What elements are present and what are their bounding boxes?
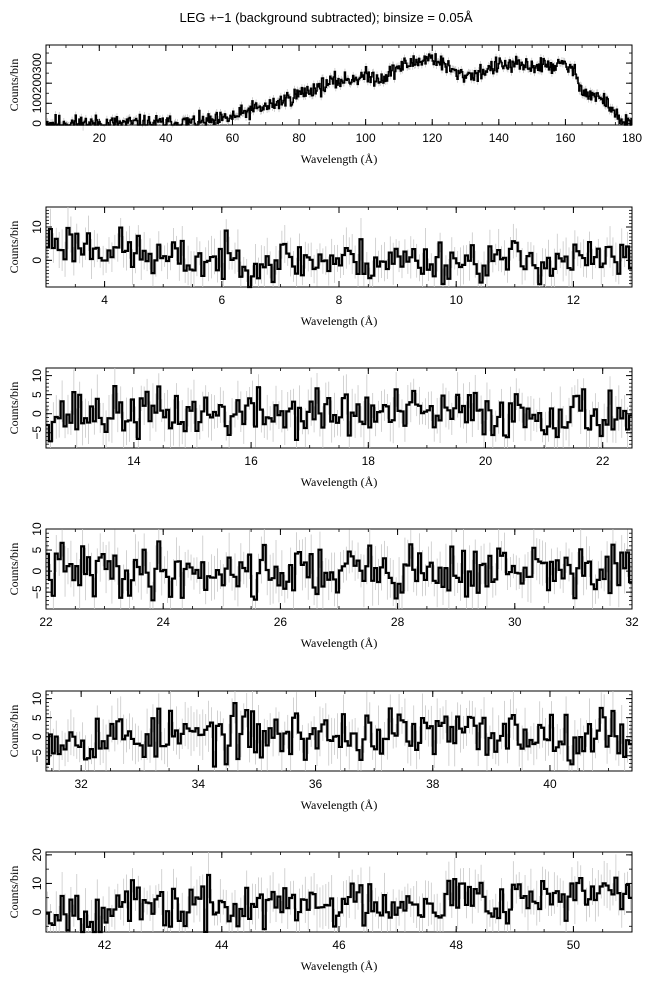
- error-bars: [47, 207, 631, 287]
- x-tick-label: 46: [332, 938, 346, 952]
- plot-frame: [45, 690, 633, 772]
- y-tick-label: 300: [30, 53, 44, 73]
- x-tick-label: 44: [215, 938, 229, 952]
- spectrum-series: [46, 702, 632, 768]
- y-tick-label: 0: [30, 733, 44, 740]
- y-axis-label: Counts/bin: [7, 543, 21, 596]
- x-tick-label: 38: [426, 777, 440, 791]
- x-tick-label: 22: [596, 454, 610, 468]
- x-axis-label: Wavelength (Å): [301, 475, 378, 489]
- y-tick-label: −5: [30, 585, 44, 599]
- y-tick-label: 0: [30, 120, 44, 127]
- y-tick-label: −5: [30, 749, 44, 763]
- x-tick-label: 18: [362, 454, 376, 468]
- x-tick-label: 16: [244, 454, 258, 468]
- x-tick-label: 6: [218, 293, 225, 307]
- spectrum-series: [46, 873, 632, 934]
- spectrum-panel-4: 22 24 26 28 30 32 −5 0 5 10 Wavelength (Å) Counts/b…: [0, 519, 652, 654]
- y-tick-label: −5: [30, 426, 44, 440]
- spectrum-panel-2: 4 6 8 10 12 0 10 Wavelength (Å) Counts/bin: [0, 197, 652, 332]
- x-axis-label: Wavelength (Å): [301, 152, 378, 166]
- spectrum-series: [46, 540, 632, 602]
- x-tick-label: 40: [159, 131, 173, 145]
- x-tick-label: 48: [450, 938, 464, 952]
- y-axis-label: Counts/bin: [7, 866, 21, 919]
- y-tick-label: 10: [30, 369, 44, 383]
- spectrum-panel-6: 42 44 46 48 50 0 10 20 Wavelength (Å) Counts/bin: [0, 842, 652, 977]
- x-tick-label: 30: [508, 615, 522, 629]
- x-tick-label: 20: [479, 454, 493, 468]
- y-tick-label: 100: [30, 93, 44, 113]
- x-axis-label: Wavelength (Å): [301, 959, 378, 973]
- y-tick-label: 5: [30, 714, 44, 721]
- spectrum-panel-3: 14 16 18 20 22 −5 0 5 10 Wavelength (Å) Counts/bin: [0, 358, 652, 493]
- x-tick-label: 50: [567, 938, 581, 952]
- x-tick-label: 140: [489, 131, 509, 145]
- y-tick-label: 10: [30, 692, 44, 706]
- y-tick-label: 20: [30, 848, 44, 862]
- x-tick-label: 100: [356, 131, 376, 145]
- x-tick-label: 180: [622, 131, 642, 145]
- x-tick-label: 80: [292, 131, 306, 145]
- y-tick-label: 5: [30, 391, 44, 398]
- y-axis-label: Counts/bin: [7, 221, 21, 274]
- x-axis-label: Wavelength (Å): [301, 314, 378, 328]
- x-tick-label: 34: [192, 777, 206, 791]
- x-tick-label: 120: [422, 131, 442, 145]
- y-axis-label: Counts/bin: [7, 59, 21, 112]
- x-tick-label: 60: [226, 131, 240, 145]
- spectrum-panel-5: 32 34 36 38 40 −5 0 5 10 Wavelength (Å) Counts/bin: [0, 681, 652, 816]
- x-axis-label: Wavelength (Å): [301, 798, 378, 812]
- spectrum-series: [46, 53, 632, 126]
- x-tick-label: 36: [309, 777, 323, 791]
- spectrum-series: [46, 226, 632, 289]
- y-tick-label: 0: [30, 257, 44, 264]
- x-tick-label: 26: [274, 615, 288, 629]
- x-axis-label: Wavelength (Å): [301, 636, 378, 650]
- x-tick-label: 24: [157, 615, 171, 629]
- y-axis-label: Counts/bin: [7, 705, 21, 758]
- plot-frame: [45, 206, 633, 288]
- x-tick-label: 12: [567, 293, 581, 307]
- x-tick-label: 28: [391, 615, 405, 629]
- x-tick-label: 40: [543, 777, 557, 791]
- x-tick-label: 4: [101, 293, 108, 307]
- x-tick-label: 22: [39, 615, 53, 629]
- x-tick-label: 32: [74, 777, 88, 791]
- x-tick-label: 42: [98, 938, 112, 952]
- x-tick-label: 32: [625, 615, 639, 629]
- spectrum-panel-1: 20 40 60 80 100 120 140 160 180 0 100 200 300 Wavelen…: [0, 35, 652, 170]
- y-tick-label: 0: [30, 908, 44, 915]
- x-tick-label: 14: [127, 454, 141, 468]
- y-tick-label: 10: [30, 522, 44, 536]
- y-tick-label: 10: [30, 876, 44, 890]
- y-tick-label: 10: [30, 220, 44, 234]
- spectrum-series: [46, 385, 632, 443]
- y-tick-label: 5: [30, 546, 44, 553]
- x-tick-label: 8: [336, 293, 343, 307]
- x-tick-label: 160: [555, 131, 575, 145]
- figure-title: LEG +−1 (background subtracted); binsize…: [179, 10, 473, 25]
- y-tick-label: 0: [30, 410, 44, 417]
- y-tick-label: 0: [30, 567, 44, 574]
- x-tick-label: 10: [450, 293, 464, 307]
- y-axis-label: Counts/bin: [7, 382, 21, 435]
- plot-frame: [45, 44, 633, 126]
- y-tick-label: 200: [30, 73, 44, 93]
- x-tick-label: 20: [93, 131, 107, 145]
